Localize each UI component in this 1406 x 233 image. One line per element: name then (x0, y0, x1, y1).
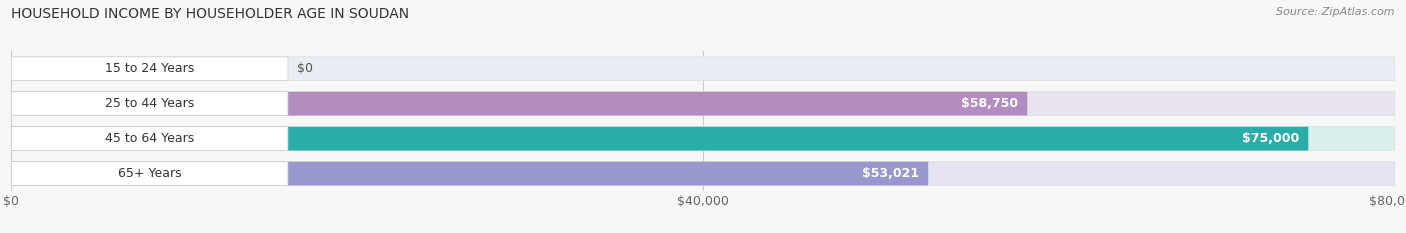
Text: $53,021: $53,021 (862, 167, 920, 180)
FancyBboxPatch shape (11, 127, 1395, 151)
FancyBboxPatch shape (11, 92, 1028, 116)
FancyBboxPatch shape (11, 127, 288, 151)
FancyBboxPatch shape (11, 162, 1395, 185)
FancyBboxPatch shape (11, 92, 288, 116)
Text: $0: $0 (297, 62, 312, 75)
FancyBboxPatch shape (11, 57, 1395, 81)
Text: 25 to 44 Years: 25 to 44 Years (105, 97, 194, 110)
Text: Source: ZipAtlas.com: Source: ZipAtlas.com (1277, 7, 1395, 17)
FancyBboxPatch shape (11, 162, 288, 185)
FancyBboxPatch shape (11, 57, 288, 81)
FancyBboxPatch shape (11, 162, 928, 185)
FancyBboxPatch shape (11, 92, 1395, 116)
Text: $75,000: $75,000 (1243, 132, 1299, 145)
FancyBboxPatch shape (11, 127, 1308, 151)
Text: 15 to 24 Years: 15 to 24 Years (105, 62, 194, 75)
Text: 45 to 64 Years: 45 to 64 Years (105, 132, 194, 145)
Text: HOUSEHOLD INCOME BY HOUSEHOLDER AGE IN SOUDAN: HOUSEHOLD INCOME BY HOUSEHOLDER AGE IN S… (11, 7, 409, 21)
Text: 65+ Years: 65+ Years (118, 167, 181, 180)
Text: $58,750: $58,750 (962, 97, 1018, 110)
